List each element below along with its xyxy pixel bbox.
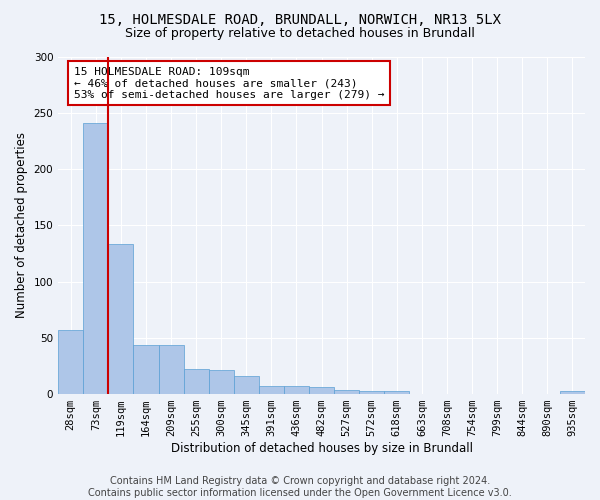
Bar — [158, 344, 184, 394]
Bar — [284, 386, 309, 394]
Bar — [184, 370, 209, 394]
Text: 15 HOLMESDALE ROAD: 109sqm
← 46% of detached houses are smaller (243)
53% of sem: 15 HOLMESDALE ROAD: 109sqm ← 46% of deta… — [74, 66, 385, 100]
Bar — [334, 390, 359, 394]
Bar — [259, 386, 284, 394]
Text: Size of property relative to detached houses in Brundall: Size of property relative to detached ho… — [125, 28, 475, 40]
Bar — [133, 344, 158, 394]
Y-axis label: Number of detached properties: Number of detached properties — [15, 132, 28, 318]
Bar — [58, 330, 83, 394]
Text: 15, HOLMESDALE ROAD, BRUNDALL, NORWICH, NR13 5LX: 15, HOLMESDALE ROAD, BRUNDALL, NORWICH, … — [99, 12, 501, 26]
Bar — [209, 370, 234, 394]
Bar — [83, 123, 109, 394]
Bar — [234, 376, 259, 394]
Bar — [359, 390, 385, 394]
X-axis label: Distribution of detached houses by size in Brundall: Distribution of detached houses by size … — [170, 442, 473, 455]
Bar — [109, 244, 133, 394]
Bar — [560, 390, 585, 394]
Bar — [385, 390, 409, 394]
Text: Contains HM Land Registry data © Crown copyright and database right 2024.
Contai: Contains HM Land Registry data © Crown c… — [88, 476, 512, 498]
Bar — [309, 388, 334, 394]
